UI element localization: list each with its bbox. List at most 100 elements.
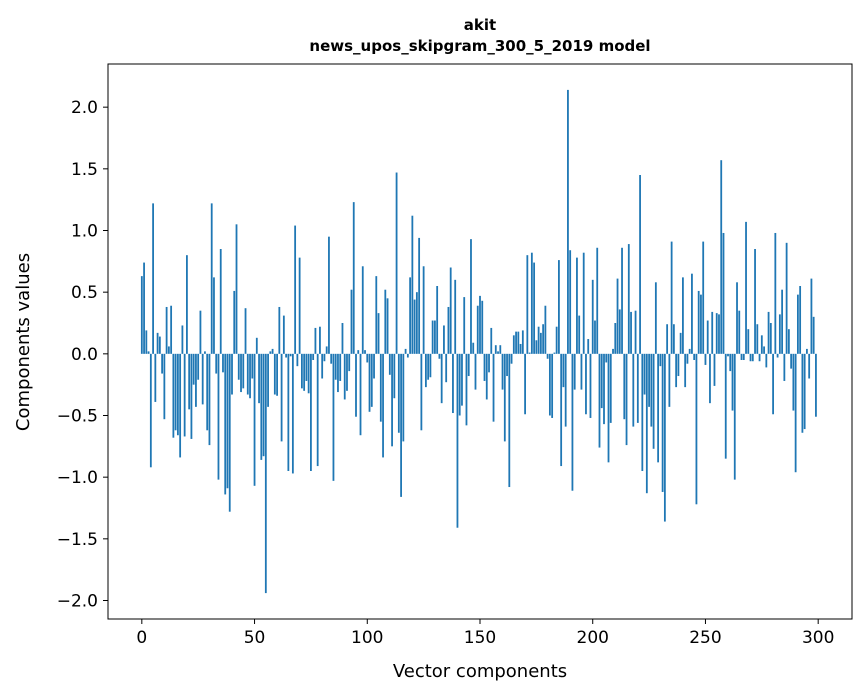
bar: [693, 353, 696, 360]
bar: [618, 309, 621, 354]
bar: [553, 352, 556, 354]
bar: [260, 353, 263, 460]
bar: [204, 351, 206, 354]
bar: [803, 353, 806, 430]
bar: [393, 353, 396, 399]
chart-title-line1: akit: [464, 16, 496, 34]
bar: [767, 311, 770, 354]
bar: [569, 250, 572, 354]
bar: [731, 353, 734, 411]
bar: [691, 273, 693, 354]
bar: [740, 353, 743, 360]
bar: [287, 353, 290, 471]
bar: [206, 353, 209, 431]
bar: [282, 315, 285, 354]
bar: [713, 353, 716, 386]
bar: [598, 353, 601, 448]
bar: [328, 236, 330, 354]
bar: [682, 277, 684, 354]
bar: [219, 249, 222, 354]
bar: [258, 353, 260, 404]
bar: [582, 252, 585, 354]
x-tick-label: 100: [351, 628, 383, 648]
bar: [170, 305, 173, 354]
bar: [571, 353, 574, 491]
bar: [278, 306, 281, 354]
bar: [560, 353, 563, 467]
bars-group: [140, 89, 817, 594]
bar: [395, 172, 398, 354]
bar: [524, 353, 526, 415]
bar: [325, 346, 328, 354]
bar: [715, 313, 718, 354]
bar: [303, 353, 306, 391]
bar: [298, 257, 301, 354]
y-tick-label: 0.0: [71, 345, 98, 365]
bar: [312, 353, 315, 360]
bar: [695, 353, 698, 505]
bar: [210, 203, 213, 354]
bar: [663, 353, 666, 522]
bar: [224, 353, 227, 495]
bar: [711, 311, 714, 354]
bar: [163, 353, 166, 420]
bar: [769, 323, 772, 354]
bar: [222, 353, 224, 373]
bar: [652, 353, 655, 449]
bar: [307, 353, 310, 394]
y-tick-label: −0.5: [57, 407, 98, 427]
bar: [754, 249, 756, 354]
bar: [373, 353, 375, 379]
y-tick-label: −2.0: [57, 592, 98, 612]
bar: [812, 316, 815, 354]
bar: [700, 294, 702, 354]
bar: [305, 353, 308, 381]
y-axis-ticks: −2.0 −1.5 −1.0 −0.5 0.0 0.5 1.0 1.5 2.0: [57, 98, 108, 612]
bar: [143, 262, 145, 354]
bar: [370, 353, 373, 407]
bar: [463, 297, 466, 354]
bar: [810, 278, 813, 354]
bar: [384, 289, 387, 354]
bar: [808, 353, 811, 379]
bar: [650, 353, 653, 427]
bar: [386, 298, 389, 354]
bar: [679, 332, 682, 354]
bar: [585, 353, 587, 415]
bar: [447, 306, 450, 354]
y-axis-label: Components values: [13, 253, 34, 431]
bar: [722, 232, 725, 354]
bar: [530, 252, 533, 354]
bar: [709, 353, 711, 404]
y-tick-label: 0.5: [71, 283, 98, 303]
bar: [558, 260, 560, 354]
bar: [454, 279, 457, 354]
bar: [542, 324, 545, 354]
bar: [774, 232, 777, 354]
bar: [594, 320, 596, 354]
bar: [436, 286, 439, 354]
bar: [551, 353, 554, 418]
bar: [355, 353, 357, 417]
bar: [201, 353, 204, 405]
bar: [158, 336, 161, 354]
bar: [794, 353, 797, 473]
bar: [231, 353, 233, 395]
bar: [641, 353, 644, 471]
bar: [233, 290, 236, 354]
bar: [264, 353, 267, 594]
bar: [255, 337, 258, 354]
bar: [445, 353, 448, 383]
bar: [300, 353, 303, 389]
bar: [228, 353, 231, 512]
bar: [499, 345, 502, 354]
bar: [165, 306, 168, 354]
bar: [352, 202, 355, 354]
bar: [589, 353, 592, 418]
bar: [341, 323, 344, 354]
plot-frame: [107, 63, 853, 620]
bar: [573, 353, 576, 390]
bar: [244, 308, 247, 354]
bar: [806, 348, 808, 354]
bar: [501, 353, 504, 390]
